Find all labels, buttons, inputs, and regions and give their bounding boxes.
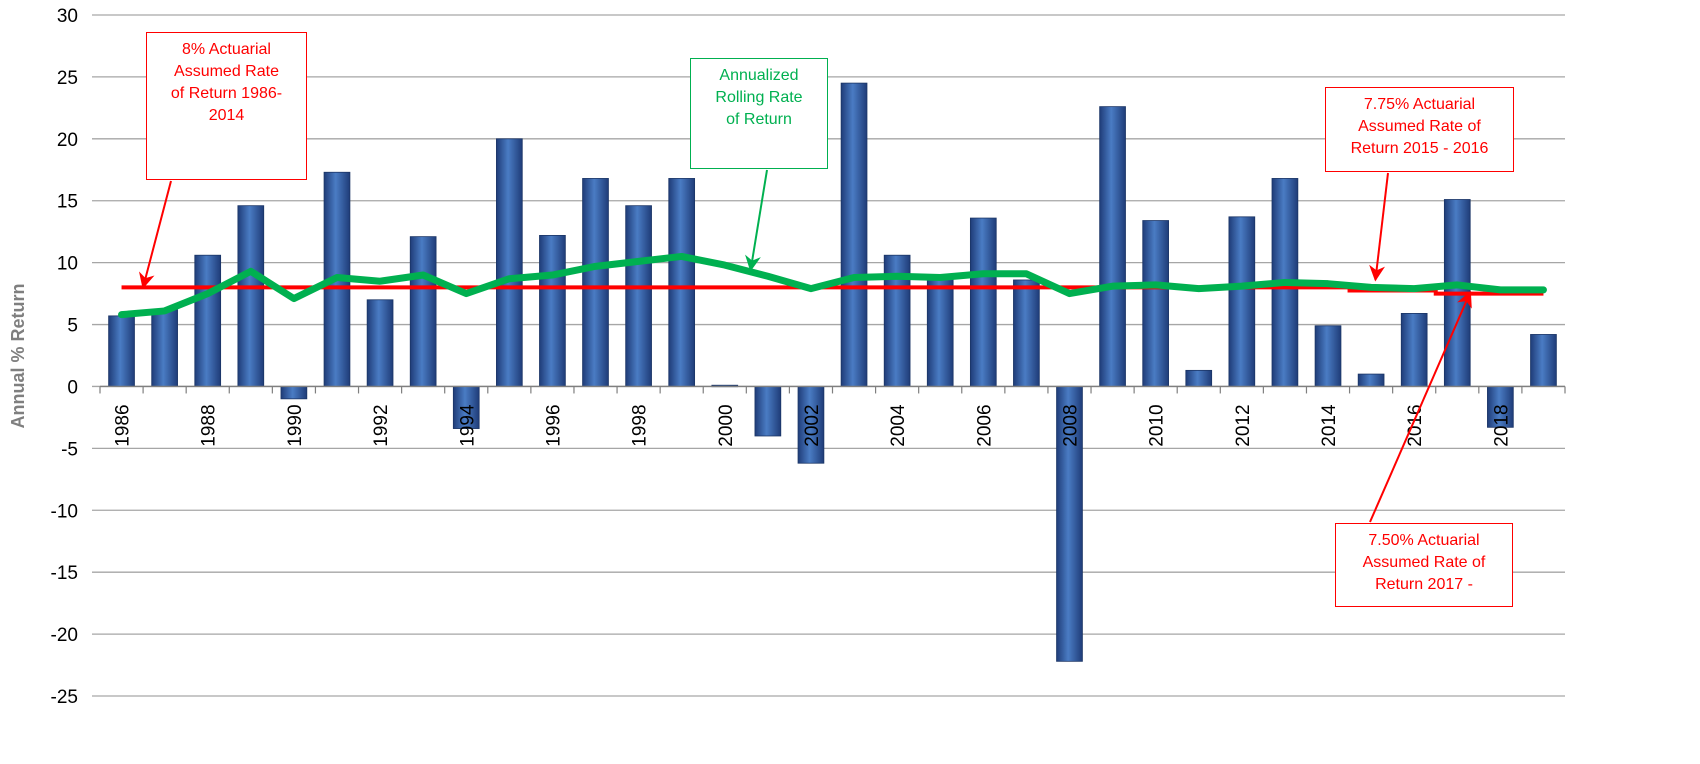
y-axis-label: Annual % Return bbox=[8, 283, 28, 428]
bar-2006 bbox=[969, 217, 997, 387]
bar-2010 bbox=[1142, 220, 1169, 387]
bar-1988 bbox=[194, 254, 222, 387]
bar-1986 bbox=[108, 315, 135, 387]
arrow-note-775pct bbox=[1369, 172, 1389, 282]
x-tick-label: 2012 bbox=[1233, 404, 1254, 446]
x-tick-label: 1986 bbox=[113, 404, 134, 446]
x-axis-ticks: 1986 1988 1990 1992 1994 1996 1998 2000 2002 2004… bbox=[113, 404, 1513, 447]
bar-2011 bbox=[1185, 369, 1213, 387]
bar-2012 bbox=[1228, 216, 1256, 387]
bar-1993 bbox=[409, 236, 437, 387]
annotation-rolling-rate: Annualized Rolling Rate of Return bbox=[690, 58, 828, 169]
x-tick-label: 2004 bbox=[888, 404, 909, 447]
y-tick-label: 30 bbox=[57, 6, 78, 27]
x-tick-label: 2006 bbox=[974, 404, 995, 446]
bar-1996 bbox=[539, 234, 566, 387]
x-tick-label: 2018 bbox=[1491, 404, 1512, 446]
x-tick-label: 1992 bbox=[371, 404, 392, 446]
bar-2007 bbox=[1013, 279, 1040, 387]
bar-2002 bbox=[797, 386, 825, 464]
y-tick-label: -20 bbox=[51, 625, 78, 646]
bar-1992 bbox=[366, 299, 394, 387]
x-tick-label: 2002 bbox=[802, 404, 823, 446]
x-tick-label: 2016 bbox=[1405, 404, 1426, 446]
bar-1990 bbox=[280, 386, 308, 400]
x-tick-label: 2008 bbox=[1060, 404, 1081, 446]
y-tick-label: 25 bbox=[57, 68, 78, 89]
annotation-8pct: 8% Actuarial Assumed Rate of Return 1986… bbox=[146, 32, 307, 180]
x-tick-label: 2014 bbox=[1319, 404, 1340, 447]
bar-2001 bbox=[754, 386, 782, 437]
arrow-note-750pct bbox=[1369, 290, 1472, 523]
y-axis-ticks: 30 25 20 15 10 5 0 -5 -10 -15 -20 -25 bbox=[51, 6, 78, 708]
x-tick-label: 2010 bbox=[1147, 404, 1168, 446]
arrow-note-8pct bbox=[139, 180, 172, 289]
x-tick-label: 1988 bbox=[199, 404, 220, 446]
bar-2014 bbox=[1314, 325, 1342, 387]
bar-2008 bbox=[1056, 386, 1083, 662]
y-tick-label: 15 bbox=[57, 192, 78, 213]
bar-1998 bbox=[625, 205, 652, 387]
rolling-return-line bbox=[118, 252, 1547, 319]
annotation-arrows bbox=[139, 169, 1472, 523]
bar-2016 bbox=[1400, 313, 1428, 387]
bar-1989 bbox=[237, 205, 265, 387]
y-tick-label: -10 bbox=[51, 501, 78, 522]
x-tick-label: 1990 bbox=[285, 404, 306, 446]
y-tick-label: -25 bbox=[51, 687, 78, 708]
bar-2003 bbox=[840, 82, 868, 387]
arrow-note-rolling bbox=[745, 169, 768, 272]
annotation-7-75pct: 7.75% Actuarial Assumed Rate of Return 2… bbox=[1325, 87, 1514, 172]
bar-2015 bbox=[1357, 373, 1385, 387]
bar-2005 bbox=[926, 278, 954, 387]
bar-1995 bbox=[496, 138, 523, 387]
x-axis bbox=[99, 385, 1566, 394]
y-tick-label: -15 bbox=[51, 563, 78, 584]
bar-1999 bbox=[668, 178, 696, 387]
x-tick-label: 2000 bbox=[716, 404, 737, 446]
bar-2009 bbox=[1099, 106, 1126, 387]
y-tick-label: 20 bbox=[57, 130, 78, 151]
bar-2019 bbox=[1530, 334, 1557, 387]
y-tick-label: -5 bbox=[61, 439, 78, 460]
annotation-7-50pct: 7.50% Actuarial Assumed Rate of Return 2… bbox=[1335, 523, 1513, 607]
x-tick-label: 1996 bbox=[543, 404, 564, 446]
bar-1987 bbox=[151, 309, 178, 387]
bar-1997 bbox=[582, 178, 609, 387]
y-tick-label: 10 bbox=[57, 254, 78, 275]
x-tick-label: 1998 bbox=[630, 404, 651, 446]
y-tick-label: 5 bbox=[67, 316, 78, 337]
bar-1994 bbox=[452, 386, 480, 429]
y-tick-label: 0 bbox=[67, 377, 78, 398]
lines bbox=[118, 252, 1547, 319]
x-tick-label: 1994 bbox=[457, 404, 478, 447]
